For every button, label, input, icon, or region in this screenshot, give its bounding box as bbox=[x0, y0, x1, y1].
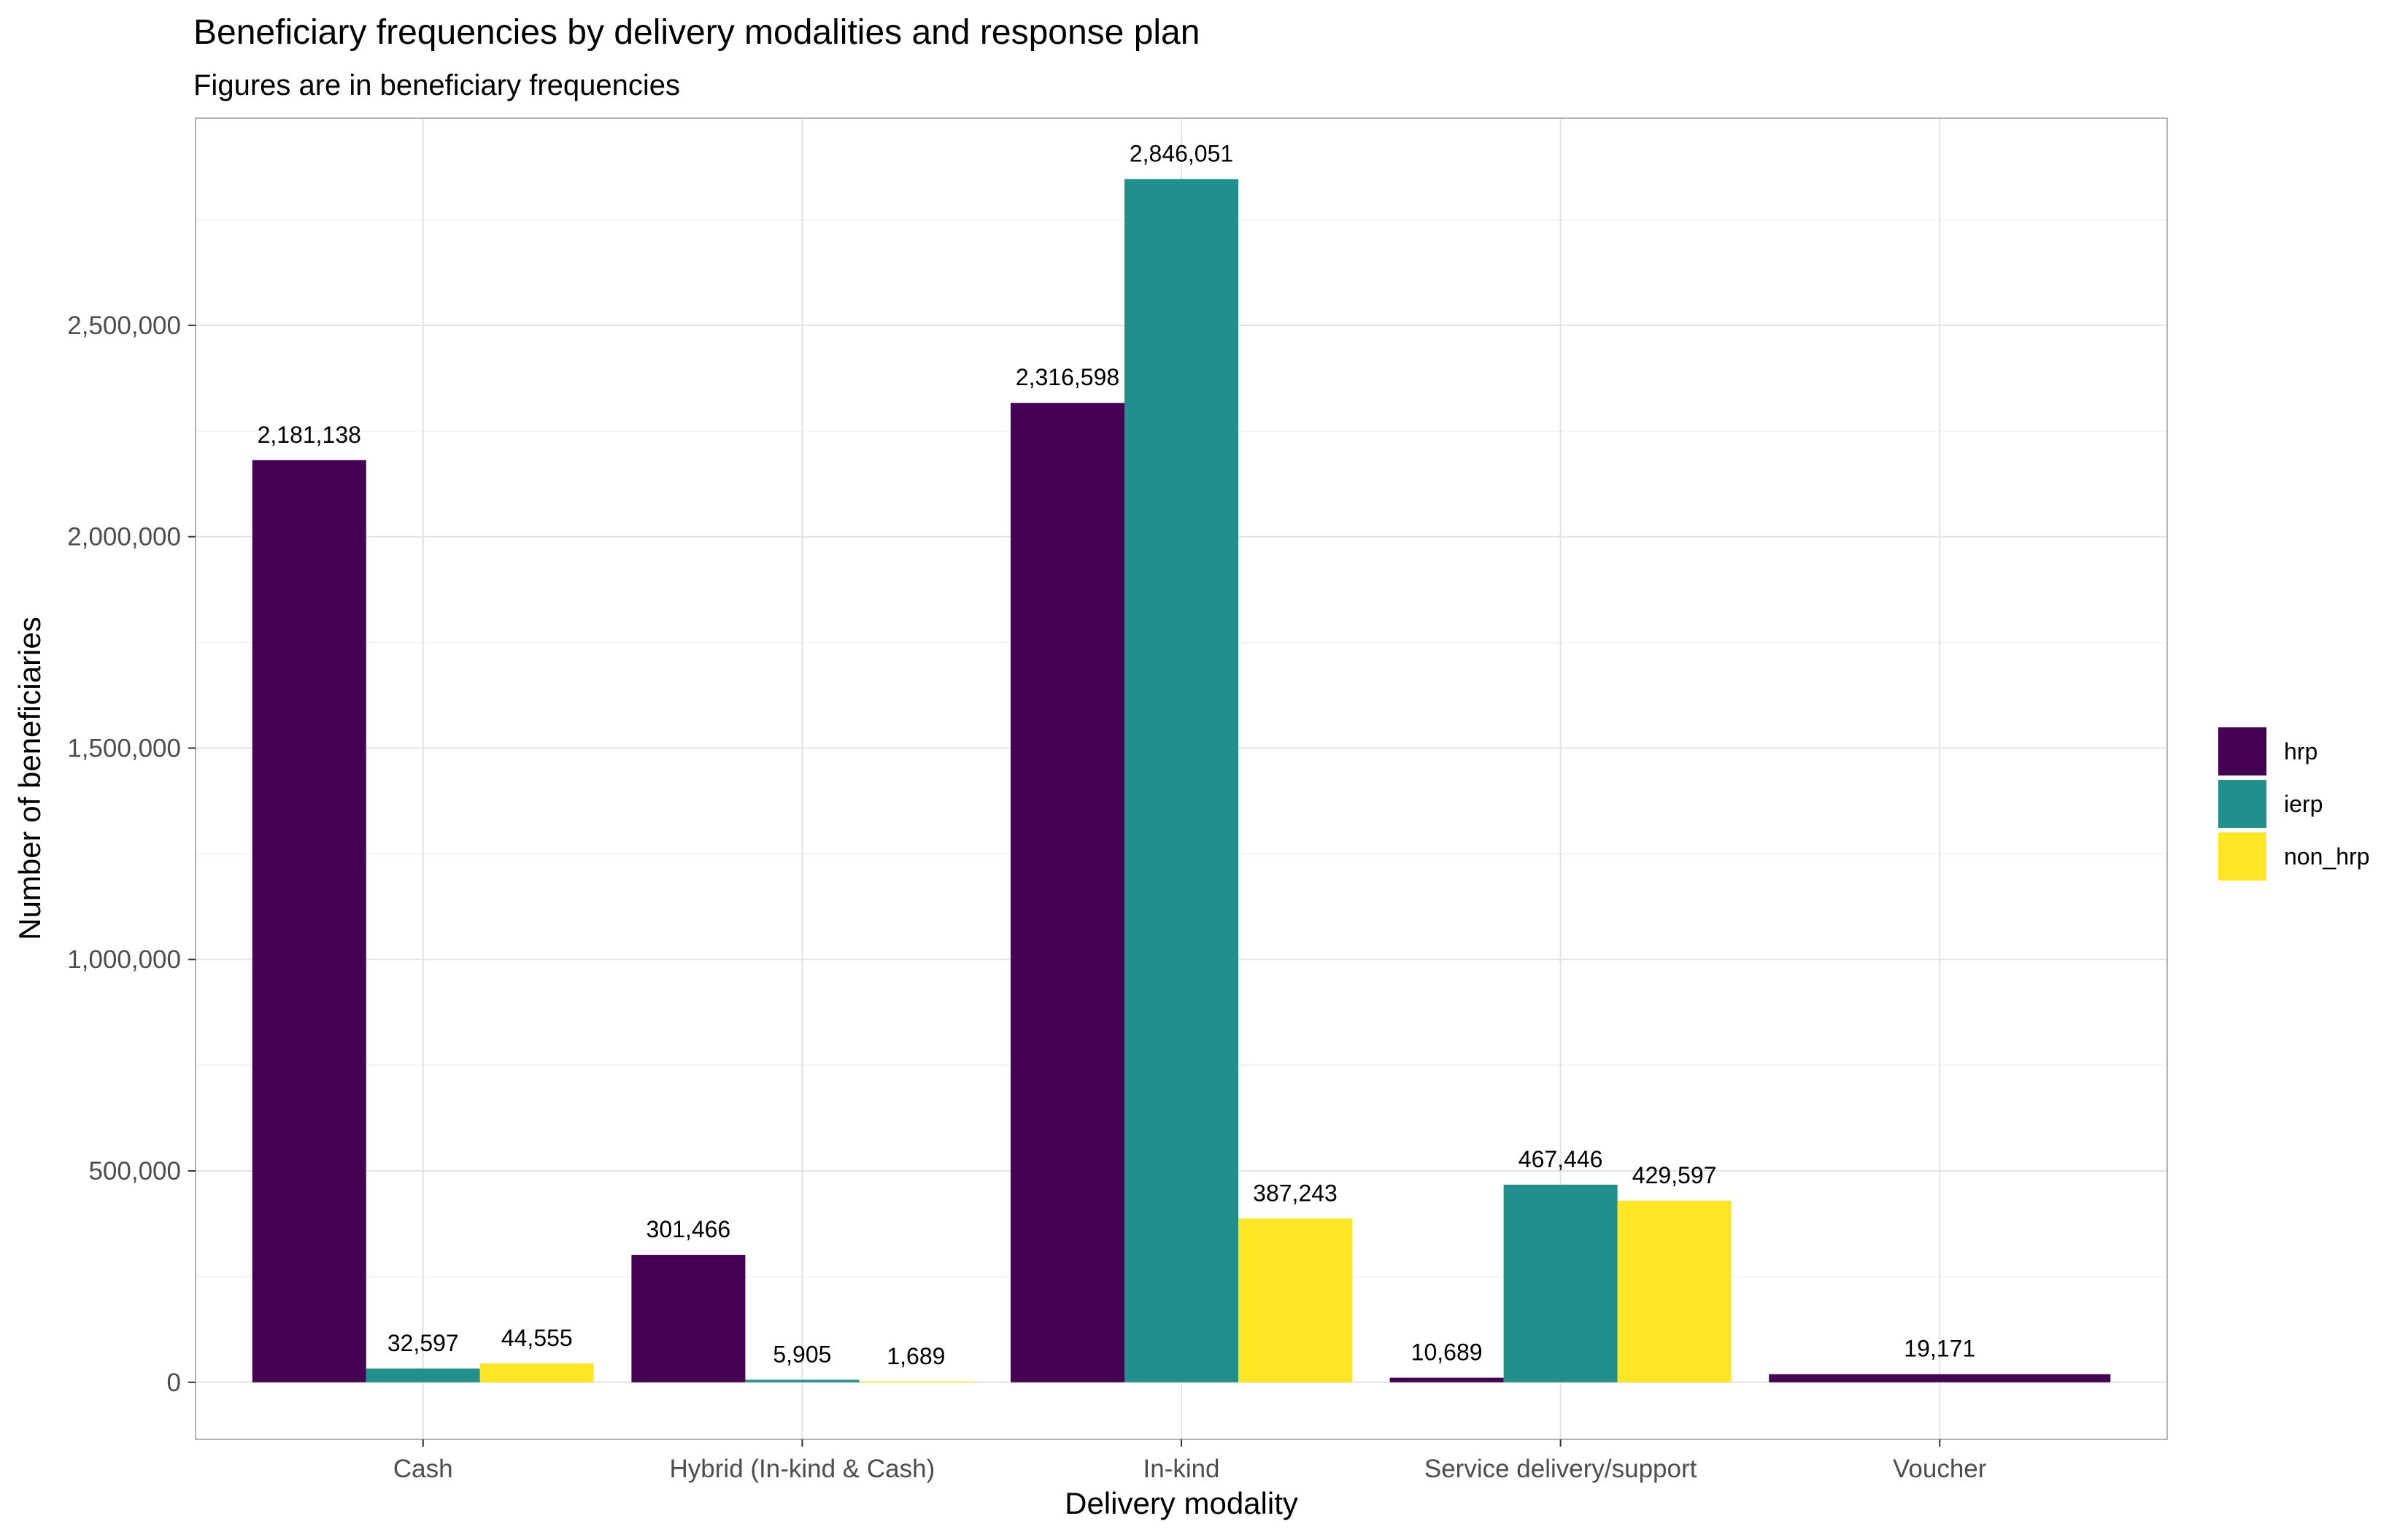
legend-key-hrp bbox=[2218, 727, 2266, 775]
data-label-hrp-2: 2,316,598 bbox=[1016, 364, 1119, 390]
bar-non_hrp-1 bbox=[859, 1381, 973, 1383]
chart-title: Beneficiary frequencies by delivery moda… bbox=[193, 13, 1200, 52]
bar-ierp-3 bbox=[1503, 1184, 1618, 1382]
bar-ierp-1 bbox=[745, 1380, 860, 1382]
data-label-non_hrp-2: 387,243 bbox=[1253, 1180, 1338, 1206]
data-label-non_hrp-0: 44,555 bbox=[501, 1325, 573, 1351]
data-label-hrp-4: 19,171 bbox=[1904, 1336, 1975, 1362]
y-tick-label: 0 bbox=[167, 1369, 181, 1397]
legend-key-non_hrp bbox=[2218, 832, 2266, 881]
data-label-hrp-1: 301,466 bbox=[647, 1216, 731, 1242]
bar-hrp-0 bbox=[252, 460, 366, 1382]
x-tick-label: Voucher bbox=[1893, 1455, 1987, 1483]
x-tick-label: Hybrid (In-kind & Cash) bbox=[670, 1455, 935, 1483]
legend: hrp ierp non_hrp bbox=[2218, 727, 2369, 881]
y-tick-label: 2,000,000 bbox=[67, 523, 181, 552]
legend-key-ierp bbox=[2218, 780, 2266, 828]
bar-hrp-4 bbox=[1769, 1374, 2111, 1382]
y-axis-title: Number of beneficiaries bbox=[12, 616, 47, 940]
legend-label-non_hrp: non_hrp bbox=[2284, 843, 2369, 870]
x-tick-label: In-kind bbox=[1143, 1455, 1219, 1483]
data-labels-layer: 2,181,138 301,466 2,316,598 10,689 19,171 32,… bbox=[258, 140, 1976, 1369]
y-tick-label: 500,000 bbox=[88, 1157, 181, 1185]
data-label-ierp-1: 5,905 bbox=[773, 1341, 831, 1367]
data-label-non_hrp-3: 429,597 bbox=[1632, 1162, 1717, 1188]
data-label-hrp-0: 2,181,138 bbox=[258, 422, 361, 448]
bar-non_hrp-0 bbox=[479, 1363, 594, 1382]
data-label-ierp-3: 467,446 bbox=[1518, 1146, 1603, 1172]
y-tick-label: 1,500,000 bbox=[67, 734, 181, 762]
bar-non_hrp-2 bbox=[1238, 1218, 1352, 1382]
data-label-ierp-0: 32,597 bbox=[387, 1330, 459, 1356]
x-tick-label: Cash bbox=[393, 1455, 453, 1483]
bar-ierp-2 bbox=[1124, 179, 1238, 1382]
bar-hrp-3 bbox=[1389, 1377, 1504, 1382]
data-label-hrp-3: 10,689 bbox=[1411, 1339, 1483, 1366]
y-tick-label: 2,500,000 bbox=[67, 312, 181, 340]
bar-hrp-2 bbox=[1011, 403, 1124, 1382]
x-axis-title: Delivery modality bbox=[1065, 1486, 1298, 1520]
bar-ierp-0 bbox=[366, 1368, 480, 1382]
data-label-non_hrp-1: 1,689 bbox=[887, 1343, 945, 1369]
legend-label-ierp: ierp bbox=[2284, 791, 2323, 817]
chart-subtitle: Figures are in beneficiary frequencies bbox=[193, 69, 680, 101]
x-tick-label: Service delivery/support bbox=[1424, 1455, 1697, 1483]
y-tick-label: 1,000,000 bbox=[67, 945, 181, 974]
bar-hrp-1 bbox=[631, 1255, 746, 1382]
y-axis: 0 500,000 1,000,000 1,500,000 2,000,000 2,500… bbox=[67, 312, 196, 1397]
legend-label-hrp: hrp bbox=[2284, 738, 2318, 765]
bars-layer bbox=[252, 179, 2111, 1383]
data-label-ierp-2: 2,846,051 bbox=[1130, 140, 1233, 166]
bar-non_hrp-3 bbox=[1617, 1200, 1732, 1382]
x-axis: Cash Hybrid (In-kind & Cash) In-kind Servic… bbox=[393, 1439, 1987, 1483]
